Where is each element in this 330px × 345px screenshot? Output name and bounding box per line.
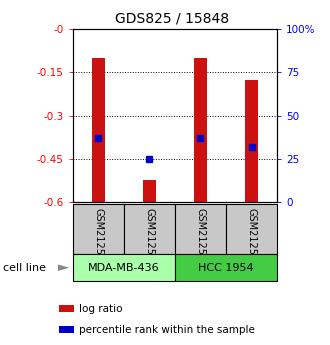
Bar bbox=[73, 204, 124, 254]
Text: GSM21255: GSM21255 bbox=[144, 208, 154, 261]
Text: MDA-MB-436: MDA-MB-436 bbox=[88, 263, 160, 273]
Bar bbox=[124, 204, 175, 254]
Text: percentile rank within the sample: percentile rank within the sample bbox=[79, 325, 255, 335]
Bar bbox=[73, 254, 175, 281]
Bar bbox=[175, 204, 226, 254]
Bar bbox=[59, 305, 74, 313]
Text: log ratio: log ratio bbox=[79, 304, 123, 314]
Text: GSM21254: GSM21254 bbox=[93, 208, 103, 261]
Text: cell line: cell line bbox=[3, 263, 46, 273]
Bar bbox=[59, 326, 74, 333]
Bar bbox=[226, 204, 277, 254]
Bar bbox=[194, 58, 207, 202]
Text: GSM21257: GSM21257 bbox=[247, 208, 257, 261]
Bar bbox=[245, 80, 258, 202]
Text: HCC 1954: HCC 1954 bbox=[198, 263, 254, 273]
Bar bbox=[175, 254, 277, 281]
Text: GDS825 / 15848: GDS825 / 15848 bbox=[115, 12, 229, 26]
Text: GSM21256: GSM21256 bbox=[195, 208, 206, 261]
Polygon shape bbox=[58, 264, 69, 271]
Bar bbox=[92, 58, 105, 202]
Bar bbox=[143, 180, 156, 202]
